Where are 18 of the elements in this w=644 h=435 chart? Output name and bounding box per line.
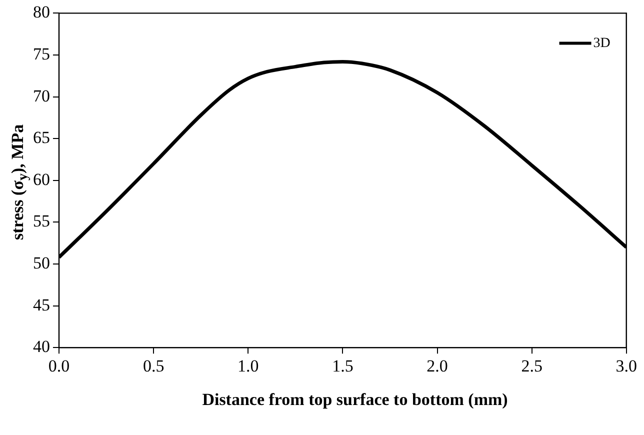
x-tick-label: 2.0 <box>426 356 448 376</box>
legend-label: 3D <box>593 36 610 51</box>
y-tick-label: 60 <box>33 170 50 189</box>
y-tick-label: 75 <box>33 44 50 64</box>
x-tick-label: 1.5 <box>332 356 354 376</box>
y-tick-label: 65 <box>33 128 50 148</box>
y-tick-label: 40 <box>33 337 50 356</box>
x-tick-label: 0.0 <box>48 356 70 376</box>
x-tick-label: 1.0 <box>238 356 259 376</box>
y-tick-label: 50 <box>33 253 50 272</box>
y-tick-label: 45 <box>33 295 50 314</box>
x-tick-label: 2.5 <box>521 356 542 376</box>
x-tick-label: 0.5 <box>142 356 164 376</box>
x-axis-title: Distance from top surface to bottom (mm) <box>201 390 509 410</box>
y-tick-label: 80 <box>33 2 50 22</box>
y-tick-label: 55 <box>33 212 50 231</box>
y-tick-label: 70 <box>33 86 50 106</box>
x-tick-label: 3.0 <box>616 356 637 376</box>
